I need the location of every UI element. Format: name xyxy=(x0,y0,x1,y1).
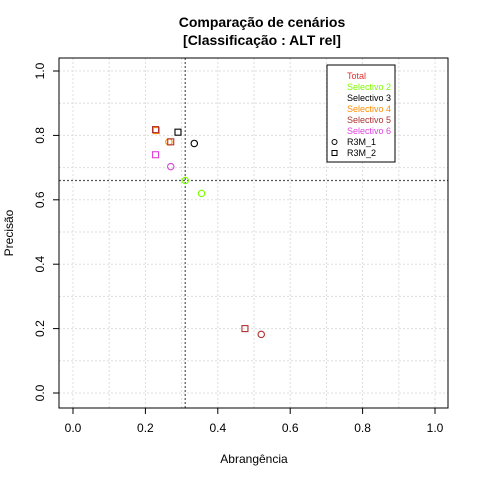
data-point-circle xyxy=(165,138,173,146)
data-point-square xyxy=(151,126,160,134)
x-tick-label: 1.0 xyxy=(427,421,444,435)
chart-title-line1: Comparação de cenários xyxy=(179,14,346,30)
x-axis-label: Abrangência xyxy=(220,452,288,466)
legend-marker-circle xyxy=(331,139,338,145)
y-axis-label: Precisão xyxy=(2,209,16,256)
y-tick-label: 0.8 xyxy=(33,127,47,144)
data-point-circle xyxy=(257,330,265,339)
x-tick-label: 0.0 xyxy=(65,421,82,435)
reference-lines xyxy=(59,58,448,408)
legend-entry-series: Total xyxy=(347,71,366,81)
y-axis: 0.0 0.2 0.4 0.6 0.8 1.0 xyxy=(33,62,60,401)
data-point-square xyxy=(151,151,160,159)
x-tick-label: 0.2 xyxy=(137,421,154,435)
legend-entry-series: Selectivo 5 xyxy=(347,115,391,125)
x-tick-label: 0.6 xyxy=(282,421,299,435)
legend-marker-square xyxy=(331,150,338,156)
y-tick-label: 0.4 xyxy=(33,256,47,273)
data-point-square xyxy=(241,325,249,333)
x-tick-label: 0.4 xyxy=(209,421,226,435)
grid-lines xyxy=(59,58,448,408)
x-tick-label: 0.8 xyxy=(354,421,371,435)
x-axis: 0.0 0.2 0.4 0.6 0.8 1.0 xyxy=(65,407,444,435)
legend-entry-marker: R3M_1 xyxy=(347,137,376,147)
data-points xyxy=(151,126,265,339)
data-point-circle xyxy=(197,189,206,198)
y-tick-label: 0.6 xyxy=(33,191,47,208)
legend-entry-series: Selectivo 3 xyxy=(347,93,391,103)
legend-box xyxy=(326,64,396,163)
data-point-square xyxy=(152,127,160,135)
y-tick-label: 0.2 xyxy=(33,320,47,337)
data-point-circle xyxy=(166,162,175,171)
legend-entry-series: Selectivo 4 xyxy=(347,104,391,114)
data-point-square xyxy=(167,138,175,146)
legend-entry-series: Selectivo 2 xyxy=(347,82,391,92)
legend-entry-series: Selectivo 6 xyxy=(347,126,391,136)
data-point-circle xyxy=(190,139,199,148)
legend-entry-marker: R3M_2 xyxy=(347,148,376,158)
y-tick-label: 0.0 xyxy=(33,384,47,401)
y-tick-label: 1.0 xyxy=(33,62,47,79)
data-point-circle xyxy=(181,176,189,185)
data-point-square xyxy=(174,128,182,136)
chart-title-line2: [Classificação : ALT rel] xyxy=(183,32,341,48)
